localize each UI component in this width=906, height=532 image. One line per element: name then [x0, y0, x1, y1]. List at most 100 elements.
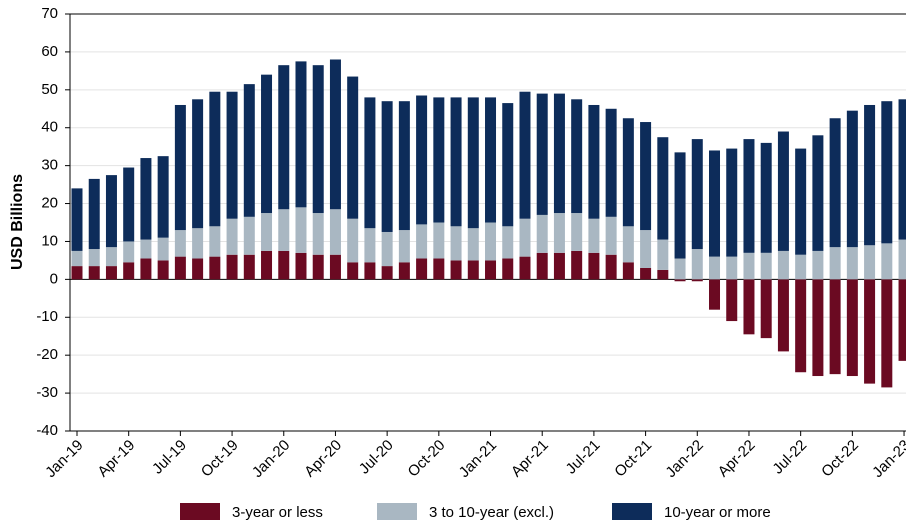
bar-segment — [553, 252, 565, 280]
bar-segment — [691, 279, 703, 282]
bar-segment — [519, 91, 531, 219]
bar-segment — [312, 254, 324, 280]
bar-segment — [261, 213, 273, 251]
bar-segment — [846, 247, 858, 280]
bar-segment — [881, 101, 893, 244]
bar-segment — [278, 209, 290, 251]
bar-segment — [864, 245, 876, 280]
bar-segment — [502, 258, 514, 280]
bar-segment — [881, 243, 893, 280]
bar-segment — [105, 266, 117, 280]
bar-segment — [261, 74, 273, 214]
bar-segment — [898, 239, 906, 280]
bar-segment — [433, 97, 445, 223]
bar-segment — [726, 148, 738, 257]
bar-segment — [192, 258, 204, 280]
bar-segment — [329, 59, 341, 210]
x-tick-label: Apr-21 — [508, 437, 552, 481]
bar-segment — [295, 207, 307, 253]
bar-segment — [364, 97, 376, 229]
bar-segment — [553, 213, 565, 253]
bar-segment — [743, 252, 755, 280]
bar-segment — [588, 104, 600, 219]
bar-segment — [278, 250, 290, 280]
bar-segment — [605, 108, 617, 217]
legend-label: 3 to 10-year (excl.) — [429, 504, 554, 521]
bar-segment — [829, 247, 841, 280]
bar-segment — [657, 269, 669, 280]
y-axis-label: USD Billions — [9, 174, 26, 270]
bar-segment — [123, 241, 135, 263]
bar-segment — [777, 279, 789, 352]
bar-segment — [536, 214, 548, 253]
bar-segment — [261, 250, 273, 280]
bar-segment — [674, 279, 686, 282]
bar-segment — [795, 254, 807, 280]
bar-segment — [519, 218, 531, 257]
bar-segment — [192, 99, 204, 229]
bar-segment — [88, 249, 100, 267]
y-tick-label: 40 — [41, 119, 58, 136]
bar-segment — [622, 262, 634, 280]
x-tick-label: Oct-20 — [405, 437, 449, 481]
bar-segment — [709, 256, 721, 280]
bar-segment — [743, 139, 755, 253]
bar-segment — [864, 279, 876, 384]
legend-swatch — [612, 503, 652, 520]
bar-segment — [760, 279, 772, 339]
bar-segment — [416, 258, 428, 280]
bar-segment — [502, 103, 514, 227]
bar-segment — [140, 258, 152, 280]
bar-segment — [329, 254, 341, 280]
bar-segment — [416, 95, 428, 225]
bar-segment — [467, 97, 479, 229]
bar-segment — [123, 167, 135, 242]
bar-segment — [795, 148, 807, 255]
bar-segment — [657, 239, 669, 270]
bar-segment — [209, 91, 221, 227]
bar-segment — [226, 218, 238, 255]
bar-segment — [571, 250, 583, 280]
bar-segment — [243, 216, 255, 255]
bar-segment — [140, 158, 152, 240]
y-tick-label: 10 — [41, 232, 58, 249]
bar-segment — [519, 256, 531, 280]
bar-segment — [226, 91, 238, 219]
bar-segment — [174, 230, 186, 257]
bar-segment — [743, 279, 755, 335]
y-tick-label: 0 — [50, 270, 58, 287]
bar-segment — [347, 262, 359, 280]
x-tick-label: Jul-22 — [769, 437, 810, 478]
legend-swatch — [180, 503, 220, 520]
bar-segment — [278, 65, 290, 210]
y-tick-label: -40 — [36, 422, 58, 439]
bar-segment — [209, 256, 221, 280]
bar-segment — [622, 118, 634, 227]
x-tick-label: Oct-22 — [818, 437, 862, 481]
x-tick-label: Jan-23 — [869, 437, 906, 481]
bar-segment — [622, 226, 634, 263]
bar-segment — [467, 228, 479, 261]
bar-segment — [312, 213, 324, 255]
bar-segment — [243, 84, 255, 217]
bar-segment — [553, 93, 565, 214]
bar-segment — [605, 254, 617, 280]
bar-segment — [674, 258, 686, 280]
bar-segment — [347, 218, 359, 263]
x-tick-label: Jul-21 — [563, 437, 604, 478]
bar-segment — [226, 254, 238, 280]
bar-segment — [640, 267, 652, 280]
y-tick-label: -30 — [36, 384, 58, 401]
bar-segment — [588, 218, 600, 253]
bar-segment — [450, 97, 462, 227]
bar-segment — [398, 230, 410, 263]
y-tick-label: 70 — [41, 5, 58, 22]
bar-segment — [502, 226, 514, 259]
x-tick-label: Jan-19 — [42, 437, 86, 481]
bar-segment — [398, 101, 410, 231]
bar-segment — [605, 216, 617, 255]
bar-segment — [71, 266, 83, 280]
x-tick-label: Apr-19 — [94, 437, 138, 481]
bar-segment — [105, 175, 117, 248]
bar-segment — [691, 139, 703, 250]
